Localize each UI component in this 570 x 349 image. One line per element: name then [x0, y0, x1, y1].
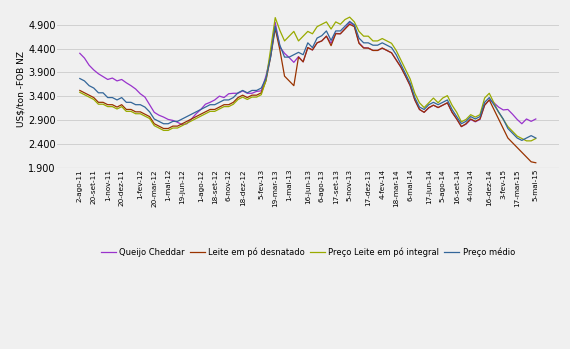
Preço Leite em pó integral: [76, 90, 83, 95]
Leite em pó desnatado: [304, 45, 311, 50]
Preço médio: [532, 136, 539, 140]
Preço Leite em pó integral: [439, 96, 446, 100]
Line: Preço Leite em pó integral: Preço Leite em pó integral: [80, 17, 536, 141]
Preço Leite em pó integral: [523, 139, 530, 143]
Preço Leite em pó integral: [197, 114, 204, 118]
Leite em pó desnatado: [532, 161, 539, 165]
Leite em pó desnatado: [346, 22, 353, 27]
Queijo Cheddar: [532, 117, 539, 121]
Preço médio: [304, 41, 311, 45]
Line: Preço médio: Preço médio: [80, 21, 536, 140]
Leite em pó desnatado: [216, 105, 223, 109]
Queijo Cheddar: [184, 122, 190, 126]
Preço médio: [519, 138, 526, 142]
Preço médio: [76, 76, 83, 81]
Queijo Cheddar: [216, 94, 223, 98]
Preço Leite em pó integral: [346, 15, 353, 19]
Preço médio: [439, 100, 446, 104]
Queijo Cheddar: [439, 103, 446, 107]
Leite em pó desnatado: [76, 88, 83, 92]
Legend: Queijo Cheddar, Leite em pó desnatado, Preço Leite em pó integral, Preço médio: Queijo Cheddar, Leite em pó desnatado, P…: [97, 245, 518, 261]
Leite em pó desnatado: [197, 112, 204, 116]
Preço médio: [184, 114, 190, 119]
Preço médio: [318, 34, 325, 38]
Queijo Cheddar: [197, 107, 204, 112]
Preço médio: [216, 100, 223, 104]
Leite em pó desnatado: [318, 39, 325, 43]
Queijo Cheddar: [272, 20, 279, 24]
Preço Leite em pó integral: [184, 121, 190, 125]
Preço Leite em pó integral: [304, 29, 311, 34]
Preço médio: [197, 107, 204, 112]
Queijo Cheddar: [458, 125, 465, 129]
Line: Leite em pó desnatado: Leite em pó desnatado: [80, 24, 536, 163]
Queijo Cheddar: [76, 51, 83, 55]
Queijo Cheddar: [323, 34, 330, 38]
Line: Queijo Cheddar: Queijo Cheddar: [80, 22, 536, 127]
Preço Leite em pó integral: [318, 22, 325, 27]
Queijo Cheddar: [309, 48, 316, 52]
Preço Leite em pó integral: [216, 107, 223, 111]
Preço Leite em pó integral: [532, 136, 539, 141]
Leite em pó desnatado: [184, 119, 190, 124]
Leite em pó desnatado: [439, 103, 446, 107]
Preço médio: [346, 19, 353, 23]
Y-axis label: US$/ton -FOB NZ: US$/ton -FOB NZ: [16, 51, 25, 127]
